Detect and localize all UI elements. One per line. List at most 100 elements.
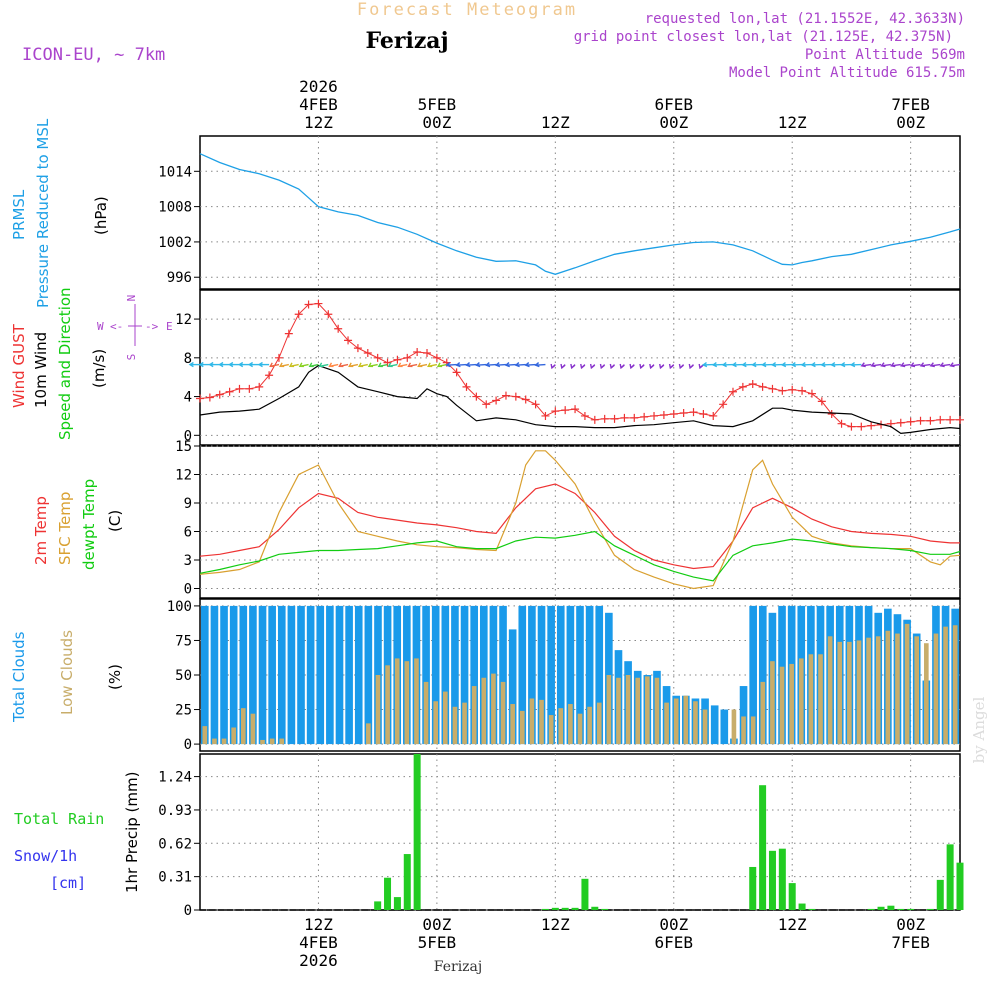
wind-arrow-head [387, 362, 393, 368]
rain-bar [798, 903, 806, 910]
wind-arrow-head [589, 363, 595, 370]
wind-arrow-head [298, 362, 304, 368]
wind-arrow-head [494, 362, 501, 368]
wind-arrow-icon [780, 361, 793, 368]
gust-marker [255, 382, 264, 391]
wind-panel [199, 289, 961, 446]
bottom-time-label: 00Z [896, 915, 925, 934]
wind-arrow-head [880, 362, 886, 368]
gust-marker [728, 387, 737, 396]
wind-arrow-head [367, 362, 374, 368]
total-clouds-label: Total Clouds [10, 631, 28, 723]
top-time-label: 4FEB [299, 95, 338, 114]
gust-marker [501, 391, 510, 400]
wind-arrow-head [560, 363, 566, 370]
wind-10m-label: 10m Wind [32, 332, 50, 408]
pressure-label-msl: Pressure Reduced to MSL [34, 118, 52, 308]
low-cloud-bar [789, 663, 794, 745]
low-cloud-bar [500, 681, 506, 745]
wind-arrow-head [870, 362, 876, 368]
total-cloud-bar [287, 605, 296, 745]
low-cloud-bar [462, 702, 467, 745]
gust-marker [600, 414, 609, 423]
wind-arrow-head [830, 361, 836, 368]
top-time-label: 00Z [896, 113, 925, 132]
wind-arrow-icon [550, 363, 556, 370]
wind-arrow-head [208, 361, 214, 368]
total-cloud-bar [249, 605, 257, 745]
low-cloud-bar [943, 626, 948, 745]
wind-arrow-head [899, 362, 906, 368]
temp-2m-label: 2m Temp [32, 496, 50, 565]
wind-arrow-head [711, 361, 718, 368]
gust-marker [689, 408, 698, 417]
rain-bar [374, 901, 382, 910]
wind-arrow-icon [436, 362, 447, 368]
gust-marker [235, 384, 244, 393]
gust-marker [215, 390, 224, 399]
low-cloud-bar [231, 727, 236, 745]
wind-arrow-head [751, 361, 757, 368]
low-cloud-bar [952, 625, 958, 745]
wind-arrow-icon [228, 361, 240, 368]
low-cloud-bar [664, 702, 669, 745]
total-cloud-bar [518, 605, 527, 745]
pressure-ylabel: (hPa) [92, 196, 110, 235]
low-cloud-bar [645, 676, 650, 745]
gust-marker [778, 386, 787, 395]
wind-arrow-icon [367, 362, 378, 368]
gust-marker [630, 413, 639, 422]
wind-arrow-icon [455, 362, 467, 368]
wind-arrow-head [629, 363, 635, 370]
temp-ylabel: (C) [106, 510, 124, 532]
total-cloud-bar [277, 605, 286, 745]
total-cloud-bar [576, 605, 584, 745]
low-cloud-bar [385, 665, 390, 745]
footer-station: Ferizaj [434, 959, 482, 975]
gust-marker [748, 379, 757, 388]
total-cloud-bar [749, 605, 757, 745]
low-cloud-bar [279, 738, 285, 745]
gust-marker [610, 414, 619, 423]
wind-arrow-icon [534, 362, 546, 368]
wind-arrow-icon [810, 361, 822, 368]
gust-marker [472, 392, 481, 401]
gust-marker [353, 344, 362, 353]
total-cloud-bar [297, 605, 305, 745]
top-time-label: 5FEB [418, 95, 457, 114]
wind-arrow-icon [237, 361, 250, 368]
low-cloud-bar [904, 623, 910, 745]
wind-arrow-icon [668, 363, 675, 370]
low-cloud-bar [539, 699, 544, 745]
low-cloud-bar [770, 661, 775, 745]
wind-arrow-icon [659, 363, 665, 370]
wind-arrow-head [810, 361, 816, 368]
wind-arrow-icon [298, 362, 309, 368]
wind-arrow-icon [484, 362, 497, 368]
wind-arrow-head [514, 362, 520, 368]
grid-lines [200, 136, 960, 911]
wind-ytick-label: 12 [175, 312, 192, 328]
total-cloud-bar [710, 705, 719, 745]
wind-arrow-icon [771, 361, 783, 368]
gust-marker [590, 415, 599, 424]
svg-text:<-: <- [110, 320, 123, 333]
low-cloud-bar [779, 666, 785, 745]
svg-text:S: S [125, 354, 138, 361]
wind-arrow-head [649, 363, 655, 370]
gust-line [199, 303, 960, 428]
svg-text:E: E [166, 320, 173, 333]
gust-marker [511, 392, 520, 401]
wind-arrow-head [475, 362, 481, 368]
wind-dir-label: Speed and Direction [56, 287, 74, 440]
low-cloud-bar [481, 677, 487, 745]
total-cloud-bar [595, 605, 604, 745]
gust-marker [837, 419, 846, 428]
wind-arrow-head [780, 361, 787, 368]
gust-marker [225, 387, 234, 396]
low-cloud-bar [375, 675, 381, 745]
temp-sfc-label: SFC Temp [56, 492, 74, 565]
wind-arrow-icon [800, 361, 812, 368]
wind-arrow-icon [427, 362, 438, 368]
